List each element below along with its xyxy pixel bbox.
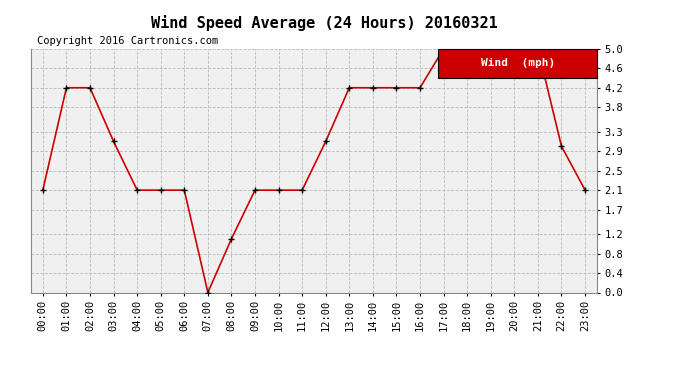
Text: Wind  (mph): Wind (mph) (480, 58, 555, 68)
Text: Wind Speed Average (24 Hours) 20160321: Wind Speed Average (24 Hours) 20160321 (151, 15, 497, 31)
FancyBboxPatch shape (438, 49, 597, 78)
Text: Copyright 2016 Cartronics.com: Copyright 2016 Cartronics.com (37, 36, 218, 46)
